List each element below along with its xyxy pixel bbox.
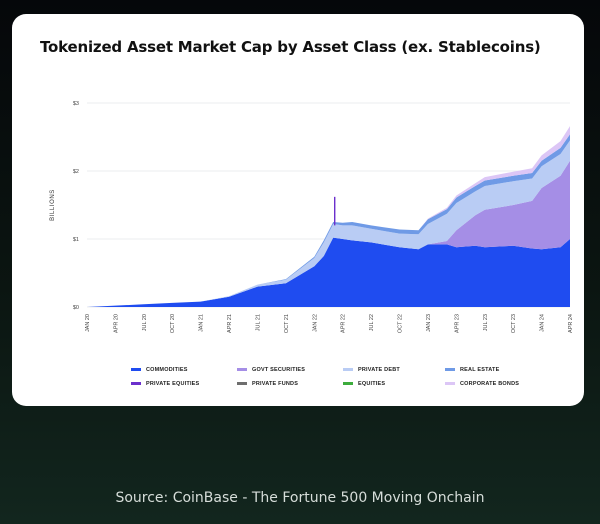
x-tick-label: APR 22 [341,314,347,333]
x-tick-label: JAN 21 [199,314,205,332]
legend-item: COMMODITIES [131,367,188,373]
y-tick-labels: $0 $1 $2 $3 [73,101,79,311]
legend-label: PRIVATE FUNDS [252,381,299,387]
legend-swatch [343,382,353,386]
area-chart: $0 $1 $2 $3 JAN 20 APR 20 JUL 20 OCT 20 JAN 21 A… [50,101,574,333]
legend-swatch [237,368,247,372]
x-tick-label: JUL 21 [255,314,261,331]
legend-label: REAL ESTATE [460,367,500,373]
legend-swatch [131,382,141,386]
legend-label: EQUITIES [358,381,386,387]
x-tick-label: JUL 23 [483,314,489,331]
legend-item: PRIVATE FUNDS [237,381,298,387]
legend-swatch [343,368,353,372]
y-tick-label: $3 [73,101,79,107]
x-tick-label: OCT 23 [511,314,517,333]
legend-label: CORPORATE BONDS [460,381,520,387]
y-tick-label: $1 [73,237,79,243]
y-axis-label: BILLIONS [50,189,56,221]
legend-item: PRIVATE DEBT [343,367,400,373]
legend-label: PRIVATE DEBT [358,367,400,373]
legend-item: CORPORATE BONDS [445,381,519,387]
legend-label: GOVT SECURITIES [252,367,306,373]
x-tick-label: OCT 21 [284,314,290,333]
legend-swatch [237,382,247,386]
x-tick-label: APR 24 [568,314,574,333]
legend-item: PRIVATE EQUITIES [131,381,199,387]
x-tick-label: JAN 20 [85,314,91,332]
legend-label: PRIVATE EQUITIES [146,381,200,387]
chart-title: Tokenized Asset Market Cap by Asset Clas… [40,38,541,56]
legend-label: COMMODITIES [146,367,188,373]
area-commodities [87,237,570,307]
stacked-areas [87,126,570,307]
x-tick-label: OCT 20 [170,314,176,333]
legend-item: EQUITIES [343,381,385,387]
source-caption: Source: CoinBase - The Fortune 500 Movin… [115,490,485,506]
x-tick-label: JUL 22 [369,314,375,331]
legend-swatch [131,368,141,372]
x-tick-label: APR 21 [227,314,233,333]
legend-swatch [445,382,455,386]
legend-item: GOVT SECURITIES [237,367,305,373]
x-tick-label: JAN 22 [312,314,318,332]
x-tick-label: JAN 24 [540,314,546,332]
x-tick-label: APR 23 [454,314,460,333]
x-tick-labels: JAN 20 APR 20 JUL 20 OCT 20 JAN 21 APR 21 JUL … [85,314,574,333]
area-govt-securities [87,160,570,307]
x-tick-label: APR 20 [113,314,119,333]
x-tick-label: JAN 23 [426,314,432,332]
y-tick-label: $2 [73,169,79,175]
legend-swatch [445,368,455,372]
x-tick-label: JUL 20 [142,314,148,331]
x-tick-label: OCT 22 [398,314,404,333]
y-tick-label: $0 [73,305,79,311]
legend-item: REAL ESTATE [445,367,499,373]
